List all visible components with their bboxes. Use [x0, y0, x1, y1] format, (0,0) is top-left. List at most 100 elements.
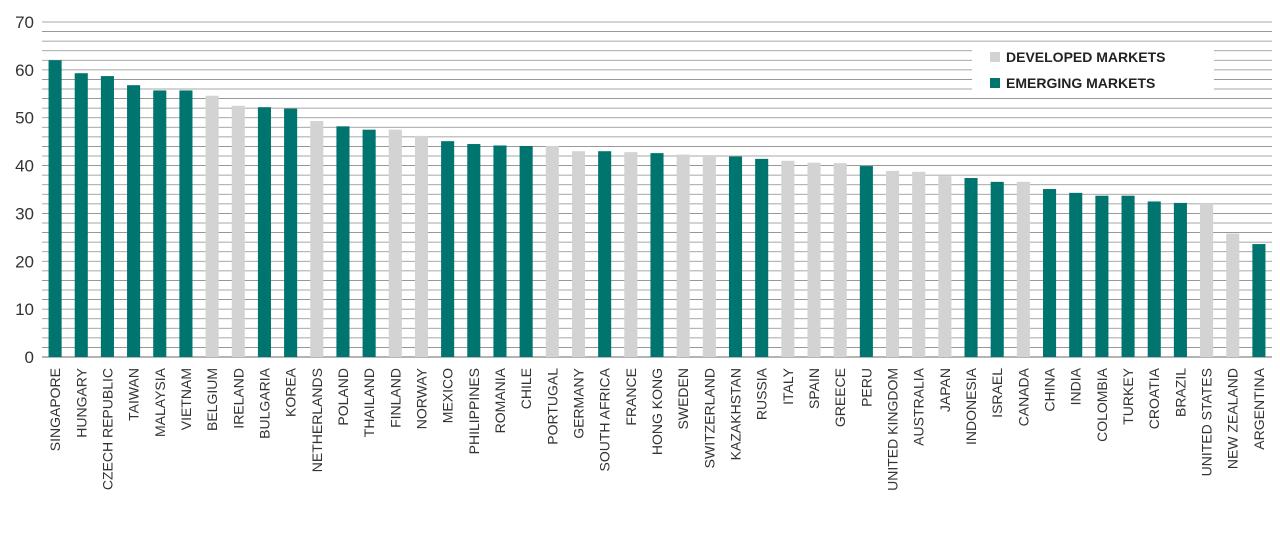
category-label: KAZAKHSTAN — [728, 368, 744, 460]
bar — [388, 129, 402, 357]
category-label: ROMANIA — [492, 367, 508, 433]
legend-swatch — [990, 78, 1000, 88]
y-tick-label: 30 — [15, 204, 34, 223]
category-label: INDONESIA — [963, 367, 979, 445]
bar — [755, 158, 769, 357]
category-label: PORTUGAL — [544, 368, 560, 445]
bar — [728, 156, 743, 357]
category-label: NEW ZEALAND — [1225, 368, 1241, 469]
category-label: IRELAND — [230, 368, 246, 429]
y-tick-label: 70 — [15, 13, 34, 32]
bar — [362, 129, 376, 357]
category-label: UNITED KINGDOM — [885, 368, 901, 491]
category-label: VIETNAM — [178, 368, 194, 430]
category-label: CZECH REPUBLIC — [99, 368, 115, 490]
category-label: BELGIUM — [204, 368, 220, 431]
category-label: NETHERLANDS — [309, 368, 325, 472]
bar — [153, 90, 167, 357]
bar — [938, 176, 952, 357]
category-label: UNITED STATES — [1199, 368, 1215, 476]
category-label: TURKEY — [1120, 367, 1136, 424]
category-label: PERU — [858, 368, 874, 407]
category-label: ARGENTINA — [1251, 367, 1267, 449]
y-tick-label: 0 — [25, 348, 34, 367]
category-label: MALAYSIA — [152, 367, 168, 437]
category-label: PHILIPPINES — [466, 368, 482, 454]
y-tick-label: 20 — [15, 252, 34, 271]
category-label: SWEDEN — [675, 368, 691, 429]
category-label: GERMANY — [570, 367, 586, 438]
bar — [336, 126, 350, 357]
bar — [257, 107, 271, 357]
y-tick-label: 10 — [15, 300, 34, 319]
category-label: SPAIN — [806, 368, 822, 409]
legend-label: DEVELOPED MARKETS — [1006, 49, 1165, 65]
bar — [1069, 192, 1083, 357]
bar — [1095, 195, 1109, 357]
bar — [467, 144, 481, 357]
bar — [807, 162, 821, 357]
category-label: AUSTRALIA — [911, 367, 927, 445]
bar — [74, 73, 88, 357]
category-label: MEXICO — [440, 368, 456, 423]
bar — [179, 90, 193, 357]
category-label: SWITZERLAND — [701, 368, 717, 468]
bar — [1173, 202, 1187, 357]
bar — [964, 178, 978, 357]
bar — [624, 152, 638, 357]
category-label: SINGAPORE — [47, 368, 63, 451]
bar — [781, 160, 795, 357]
bar — [414, 135, 429, 357]
y-axis-ticks: 0 10 20 30 40 50 60 70 — [15, 13, 34, 367]
category-label: CHINA — [1042, 367, 1058, 411]
category-label: FRANCE — [623, 368, 639, 426]
x-axis-labels: SINGAPORE HUNGARY CZECH REPUBLIC TAIWAN MALA… — [47, 367, 1267, 491]
category-label: NORWAY — [413, 367, 429, 429]
bar — [284, 108, 298, 357]
bar — [650, 153, 664, 357]
y-tick-label: 60 — [15, 61, 34, 80]
category-label: BULGARIA — [256, 367, 272, 438]
legend-swatch — [990, 52, 1000, 62]
bar — [571, 151, 586, 357]
category-label: THAILAND — [361, 368, 377, 437]
bar — [598, 151, 612, 357]
legend-box — [972, 42, 1214, 94]
category-label: BRAZIL — [1172, 368, 1188, 417]
category-label: TAIWAN — [126, 368, 142, 421]
bar — [519, 145, 533, 357]
bar — [493, 145, 507, 357]
category-label: SOUTH AFRICA — [597, 367, 613, 471]
category-label: KOREA — [283, 367, 299, 417]
bar — [990, 181, 1004, 357]
category-label: ISRAEL — [989, 368, 1005, 418]
bar — [912, 171, 926, 357]
bar — [1121, 195, 1135, 357]
bar — [231, 105, 245, 357]
category-label: RUSSIA — [754, 367, 770, 420]
category-label: HUNGARY — [73, 367, 89, 437]
bar — [859, 166, 873, 357]
bar — [1226, 233, 1240, 357]
bar — [702, 155, 716, 357]
category-label: JAPAN — [937, 368, 953, 412]
legend-label: EMERGING MARKETS — [1006, 75, 1155, 91]
category-label: FINLAND — [387, 368, 403, 428]
legend: DEVELOPED MARKETS EMERGING MARKETS — [972, 42, 1214, 94]
category-label: ITALY — [780, 367, 796, 404]
bar — [1147, 201, 1161, 357]
bars — [48, 60, 1266, 358]
category-label: GREECE — [832, 368, 848, 427]
bar — [676, 154, 690, 357]
category-label: CHILE — [518, 368, 534, 409]
bar — [545, 145, 559, 357]
bar — [1252, 244, 1266, 357]
bar — [48, 60, 62, 358]
bar — [441, 141, 455, 357]
bar — [1043, 189, 1057, 357]
category-label: INDIA — [1068, 367, 1084, 405]
category-label: HONG KONG — [649, 368, 665, 455]
bar — [310, 121, 324, 357]
category-label: POLAND — [335, 368, 351, 426]
